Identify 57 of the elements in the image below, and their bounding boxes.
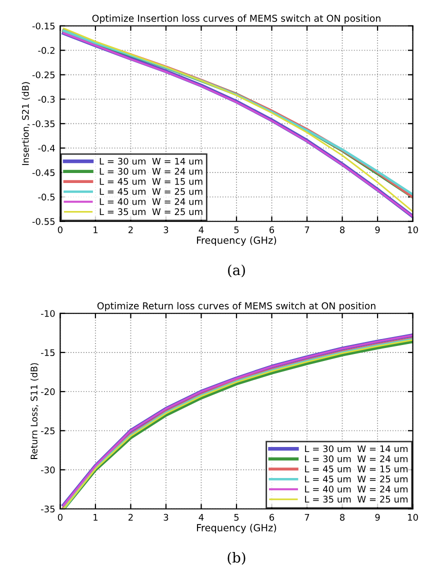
legend-label: L = 30 um W = 24 um bbox=[100, 168, 202, 175]
legend-label: L = 45 um W = 25 um bbox=[100, 188, 202, 195]
legend-label: L = 30 um W = 24 um bbox=[305, 455, 408, 462]
y-tick-label: -0.15 bbox=[32, 22, 55, 30]
x-tick-label: 7 bbox=[304, 514, 310, 521]
x-tick-label: 8 bbox=[340, 226, 345, 234]
y-tick-label: -30 bbox=[41, 466, 55, 474]
legend-label: L = 35 um W = 25 um bbox=[100, 208, 202, 216]
x-tick-label: 2 bbox=[128, 514, 133, 521]
x-axis-title: Frequency (GHz) bbox=[197, 524, 276, 534]
legend-label: L = 30 um W = 14 um bbox=[100, 158, 202, 165]
y-tick-label: -0.2 bbox=[38, 47, 54, 54]
x-tick-label: 7 bbox=[304, 226, 310, 234]
x-tick-label: 9 bbox=[375, 514, 380, 521]
legend-label: L = 45 um W = 15 um bbox=[305, 466, 408, 472]
text: (a) bbox=[228, 264, 245, 278]
y-tick-label: -20 bbox=[41, 388, 55, 396]
legend-label: L = 35 um W = 25 um bbox=[305, 496, 408, 503]
y-tick-label: -0.3 bbox=[38, 96, 55, 103]
x-tick-label: 3 bbox=[164, 514, 168, 521]
y-tick-label: -0.35 bbox=[32, 120, 55, 128]
x-tick-label: 2 bbox=[128, 226, 133, 234]
text: (b) bbox=[228, 552, 246, 565]
x-tick-label: 4 bbox=[198, 226, 204, 234]
x-tick-label: 0 bbox=[58, 226, 62, 234]
x-tick-label: 3 bbox=[164, 226, 168, 234]
y-tick-label: -10 bbox=[41, 310, 55, 317]
x-tick-label: 5 bbox=[234, 514, 239, 521]
legend-label: L = 40 um W = 24 um bbox=[305, 486, 408, 493]
chart-title: Optimize Return loss curves of MEMS switch at ON position bbox=[97, 302, 376, 312]
y-tick-label: -0.45 bbox=[32, 169, 55, 176]
legend-label: L = 40 um W = 24 um bbox=[100, 198, 202, 206]
x-tick-label: 9 bbox=[375, 226, 380, 234]
x-tick-label: 4 bbox=[198, 514, 204, 521]
legend-label: L = 45 um W = 25 um bbox=[305, 476, 408, 482]
y-tick-label: -0.25 bbox=[32, 71, 55, 78]
legend-label: L = 45 um W = 15 um bbox=[100, 178, 202, 185]
x-tick-label: 6 bbox=[270, 226, 274, 234]
chart-title: Optimize Insertion loss curves of MEMS switch at ON position bbox=[92, 14, 380, 24]
y-tick-label: -25 bbox=[41, 427, 55, 434]
y-axis-title: Return Loss, S11 (dB) bbox=[30, 363, 39, 459]
y-tick-label: -0.5 bbox=[38, 194, 55, 200]
x-tick-label: 0 bbox=[58, 514, 62, 521]
x-tick-label: 1 bbox=[94, 226, 98, 234]
x-tick-label: 1 bbox=[94, 514, 98, 521]
y-tick-label: -0.4 bbox=[38, 144, 55, 152]
y-tick-label: -15 bbox=[41, 349, 55, 356]
x-tick-label: 10 bbox=[408, 514, 418, 521]
y-axis-title: Insertion, S21 (dB) bbox=[22, 82, 30, 165]
legend-label: L = 30 um W = 14 um bbox=[305, 445, 408, 452]
x-tick-label: 6 bbox=[270, 514, 274, 521]
x-tick-label: 10 bbox=[408, 226, 418, 234]
x-tick-label: 5 bbox=[234, 226, 239, 234]
y-tick-label: -35 bbox=[41, 506, 55, 512]
y-tick-label: -0.55 bbox=[32, 218, 55, 225]
x-axis-title: Frequency (GHz) bbox=[197, 236, 276, 246]
x-tick-label: 8 bbox=[340, 514, 345, 521]
